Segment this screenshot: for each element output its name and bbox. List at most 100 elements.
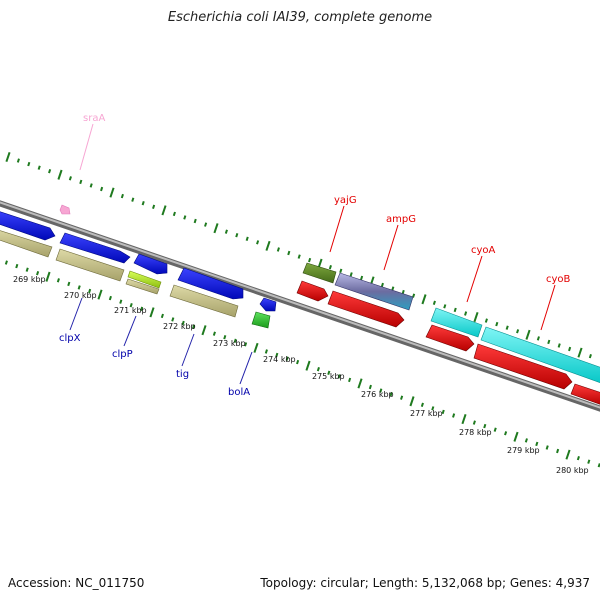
tick-mark — [516, 329, 520, 334]
gene-label-bolA[interactable]: bolA — [228, 387, 250, 398]
leader-tig — [181, 333, 195, 367]
forward-strand-features — [0, 204, 600, 383]
tick-mark — [452, 413, 456, 418]
gene-leader-lines — [69, 123, 556, 385]
gene-label-tig[interactable]: tig — [176, 369, 189, 380]
tick-mark — [348, 377, 352, 383]
scale-label: 280 kbp — [556, 466, 589, 475]
tick-mark — [421, 294, 427, 305]
tick-mark — [89, 183, 93, 188]
tick-mark — [235, 232, 239, 238]
feature-reverse-red-4[interactable] — [473, 343, 573, 390]
tick-mark — [45, 271, 51, 282]
gene-label-cyoA[interactable]: cyoA — [471, 245, 496, 256]
tick-mark — [108, 295, 112, 301]
tick-mark — [577, 347, 583, 358]
tick-mark — [545, 445, 549, 450]
tick-mark — [493, 427, 497, 432]
tick-mark — [547, 339, 551, 345]
scale-label: 277 kbp — [410, 409, 443, 418]
tick-mark — [15, 263, 19, 269]
feature-reverse-olive-4[interactable] — [169, 284, 239, 318]
feature-reverse-red-1[interactable] — [296, 280, 329, 302]
tick-mark — [441, 409, 445, 415]
tick-mark — [88, 288, 92, 294]
tick-mark — [339, 268, 343, 274]
feature-clpP-block[interactable] — [133, 253, 168, 275]
gene-label-clpP[interactable]: clpP — [112, 349, 133, 360]
tick-mark — [389, 391, 393, 397]
feature-reverse-red-3[interactable] — [425, 324, 475, 352]
tick-mark — [588, 353, 592, 359]
reverse-strand-features — [0, 228, 600, 405]
tick-mark — [473, 311, 479, 323]
tick-mark — [161, 205, 167, 216]
inner-tick-ring — [4, 260, 600, 468]
gene-label-ampG[interactable]: ampG — [386, 214, 416, 225]
tick-mark — [380, 282, 384, 288]
tick-mark — [25, 267, 29, 272]
leader-bolA — [239, 351, 253, 385]
tick-mark — [461, 413, 467, 425]
tick-mark — [16, 158, 20, 163]
tick-mark — [357, 378, 363, 389]
scale-label: 274 kbp — [263, 355, 296, 364]
feature-cyoA-block[interactable] — [430, 307, 483, 338]
tick-mark — [68, 176, 72, 181]
tick-mark — [504, 431, 508, 436]
tick-mark — [109, 187, 115, 198]
tick-mark — [5, 151, 11, 163]
feature-reverse-olive-3[interactable] — [125, 278, 160, 295]
feature-yajG-block[interactable] — [302, 262, 337, 284]
tick-mark — [256, 240, 260, 245]
feature-sraA-block[interactable] — [59, 204, 71, 215]
scale-label: 279 kbp — [507, 446, 540, 455]
tick-mark — [308, 257, 312, 263]
feature-tig-block[interactable] — [177, 267, 244, 300]
feature-ampG-block[interactable] — [334, 272, 414, 311]
tick-mark — [328, 264, 332, 270]
tick-mark — [472, 420, 476, 425]
tick-mark — [244, 342, 248, 347]
gene-label-sraA[interactable]: sraA — [83, 113, 105, 124]
gene-label-yajG[interactable]: yajG — [334, 195, 357, 206]
tick-mark — [535, 441, 539, 447]
feature-reverse-green[interactable] — [251, 311, 271, 329]
feature-bolA-block[interactable] — [259, 297, 277, 312]
tick-mark — [245, 236, 249, 242]
scale-label: 275 kbp — [312, 372, 345, 381]
feature-cyoB-block[interactable] — [480, 326, 600, 383]
tick-mark — [119, 299, 123, 304]
feature-reverse-red-5[interactable] — [570, 383, 600, 405]
leader-ampG — [383, 224, 399, 271]
tick-mark — [181, 320, 185, 326]
feature-forward-blue-1[interactable] — [0, 210, 56, 241]
gene-label-cyoB[interactable]: cyoB — [546, 274, 571, 285]
feature-clpX-block[interactable] — [59, 232, 131, 264]
tick-mark — [131, 197, 135, 202]
tick-mark — [483, 423, 487, 429]
feature-reverse-olive-2[interactable] — [55, 248, 125, 282]
feature-reverse-olive-1[interactable] — [0, 228, 53, 258]
tick-mark — [149, 307, 155, 318]
tick-mark — [275, 352, 279, 358]
leader-cyoB — [540, 284, 556, 331]
tick-mark — [453, 307, 457, 313]
gene-label-clpX[interactable]: clpX — [59, 333, 81, 344]
tick-mark — [513, 431, 519, 442]
tick-mark — [140, 306, 144, 312]
tick-mark — [420, 402, 424, 408]
tick-mark — [316, 366, 320, 372]
tick-mark — [160, 313, 164, 319]
tick-mark — [495, 321, 499, 327]
tick-mark — [409, 396, 415, 407]
leader-clpX — [69, 297, 83, 331]
tick-mark — [464, 311, 468, 316]
feature-reverse-red-2[interactable] — [327, 290, 405, 328]
feature-reverse-lime[interactable] — [127, 270, 162, 289]
tick-mark — [391, 286, 395, 291]
tick-mark — [120, 193, 124, 199]
scale-label: 273 kbp — [213, 339, 246, 348]
